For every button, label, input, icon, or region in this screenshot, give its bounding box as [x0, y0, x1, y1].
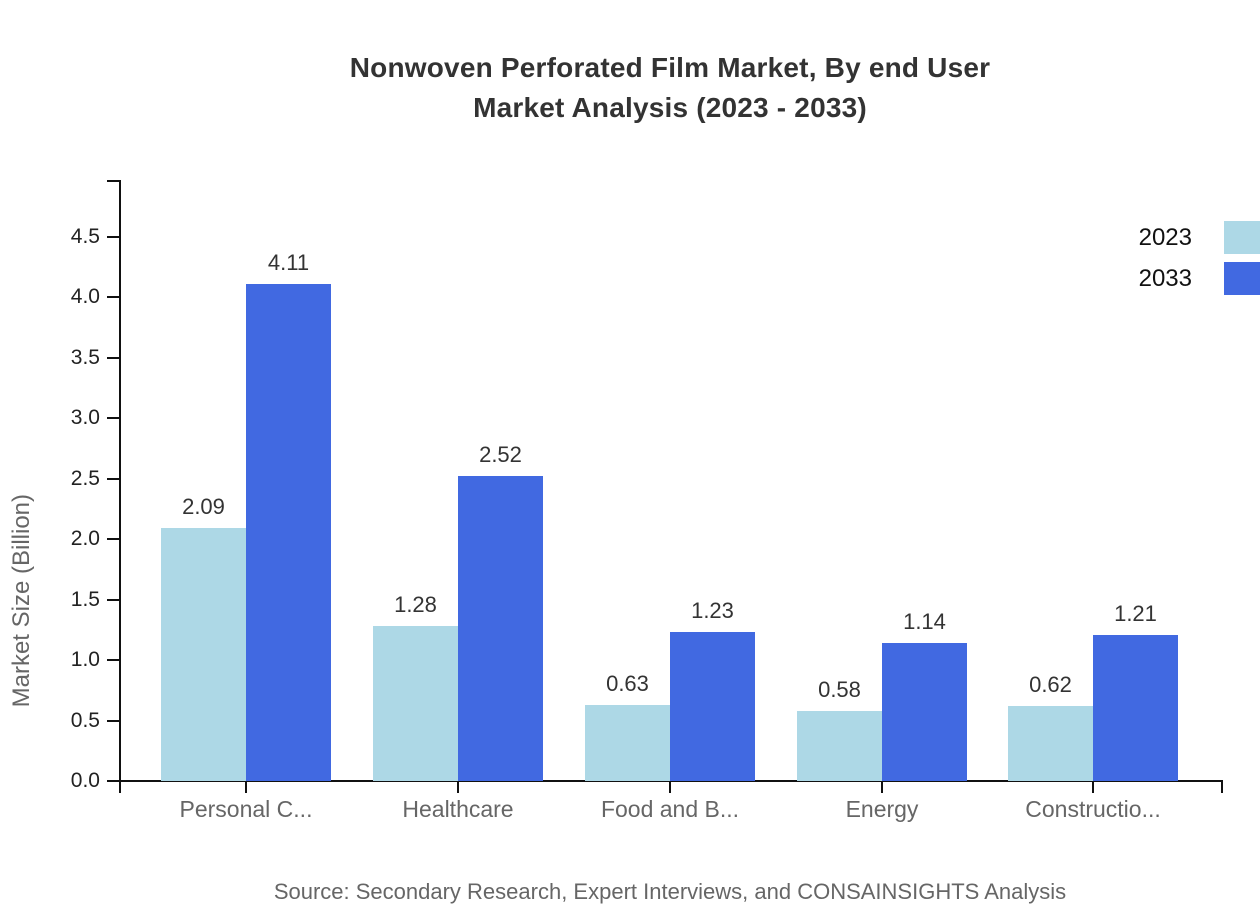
- bar-value-label-2033-constructio: 1.21: [1114, 601, 1157, 626]
- legend-label-2023: 2023: [1138, 224, 1192, 251]
- y-tick-label: 3.0: [70, 406, 100, 429]
- y-tick: [107, 538, 120, 540]
- bar-value-label-2033-energy: 1.14: [903, 609, 946, 634]
- y-tick-label: 0.5: [70, 708, 100, 732]
- bar-2023-personal-c: [161, 528, 246, 781]
- x-axis-label-personal-c: Personal C...: [179, 796, 313, 822]
- bar-value-label-2023-food-and-b: 0.63: [606, 671, 649, 696]
- y-tick: [107, 598, 120, 601]
- legend-label-2033: 2033: [1138, 265, 1192, 292]
- x-tick: [669, 780, 671, 793]
- y-tick-label: 1.0: [70, 648, 100, 671]
- y-tick: [107, 659, 120, 661]
- bar-value-label-2023-constructio: 0.62: [1029, 672, 1072, 697]
- bar-2033-personal-c: [246, 284, 331, 781]
- legend-swatch-2033-icon: [1224, 262, 1260, 295]
- y-tick: [107, 719, 120, 722]
- y-tick-label: 2.5: [70, 466, 100, 490]
- x-axis-label-constructio: Constructio...: [1025, 796, 1161, 822]
- x-tick: [1092, 780, 1094, 793]
- y-tick: [107, 296, 120, 298]
- y-tick: [107, 356, 120, 359]
- bar-2033-food-and-b: [670, 632, 755, 781]
- source-note: Source: Secondary Research, Expert Inter…: [273, 879, 1067, 904]
- bar-2023-constructio: [1008, 706, 1093, 781]
- bar-2023-food-and-b: [585, 705, 670, 781]
- y-tick-label: 0.0: [70, 769, 100, 792]
- x-axis-label-food-and-b: Food and B...: [600, 796, 740, 822]
- y-tick-label: 4.5: [70, 224, 100, 248]
- legend-swatch-2023-icon: [1224, 221, 1260, 254]
- y-tick: [107, 780, 120, 782]
- x-axis-line: [119, 780, 1223, 782]
- bar-value-label-2033-personal-c: 4.11: [267, 250, 310, 275]
- y-tick-label: 3.5: [70, 345, 100, 369]
- bar-value-label-2033-food-and-b: 1.23: [691, 598, 734, 623]
- x-axis-end-cap: [1221, 780, 1223, 793]
- bar-value-label-2023-energy: 0.58: [818, 677, 861, 702]
- bar-2033-healthcare: [458, 476, 543, 781]
- bar-2023-healthcare: [373, 626, 458, 781]
- x-tick: [457, 780, 459, 793]
- chart-title-line1: Nonwoven Perforated Film Market, By end …: [349, 52, 991, 83]
- y-tick-label: 4.0: [70, 285, 100, 308]
- bar-2033-energy: [882, 643, 967, 781]
- x-axis-label-healthcare: Healthcare: [402, 796, 514, 822]
- y-tick: [107, 417, 120, 419]
- chart-title-line2: Market Analysis (2023 - 2033): [473, 92, 867, 123]
- y-tick: [107, 235, 120, 238]
- x-axis-label-energy: Energy: [845, 796, 919, 822]
- bar-value-label-2023-healthcare: 1.28: [394, 592, 437, 617]
- bar-value-label-2033-healthcare: 2.52: [479, 442, 522, 467]
- bar-value-label-2023-personal-c: 2.09: [182, 494, 225, 519]
- x-tick: [881, 780, 883, 793]
- bar-2023-energy: [797, 711, 882, 781]
- y-axis-line: [119, 180, 121, 793]
- y-tick-label: 1.5: [70, 587, 100, 611]
- x-tick: [245, 780, 247, 793]
- y-tick-label: 2.0: [70, 527, 100, 550]
- chart-title: Nonwoven Perforated Film Market, By end …: [120, 48, 1220, 128]
- y-tick: [107, 477, 120, 480]
- bar-2033-constructio: [1093, 635, 1178, 781]
- y-axis-top-cap: [107, 180, 121, 182]
